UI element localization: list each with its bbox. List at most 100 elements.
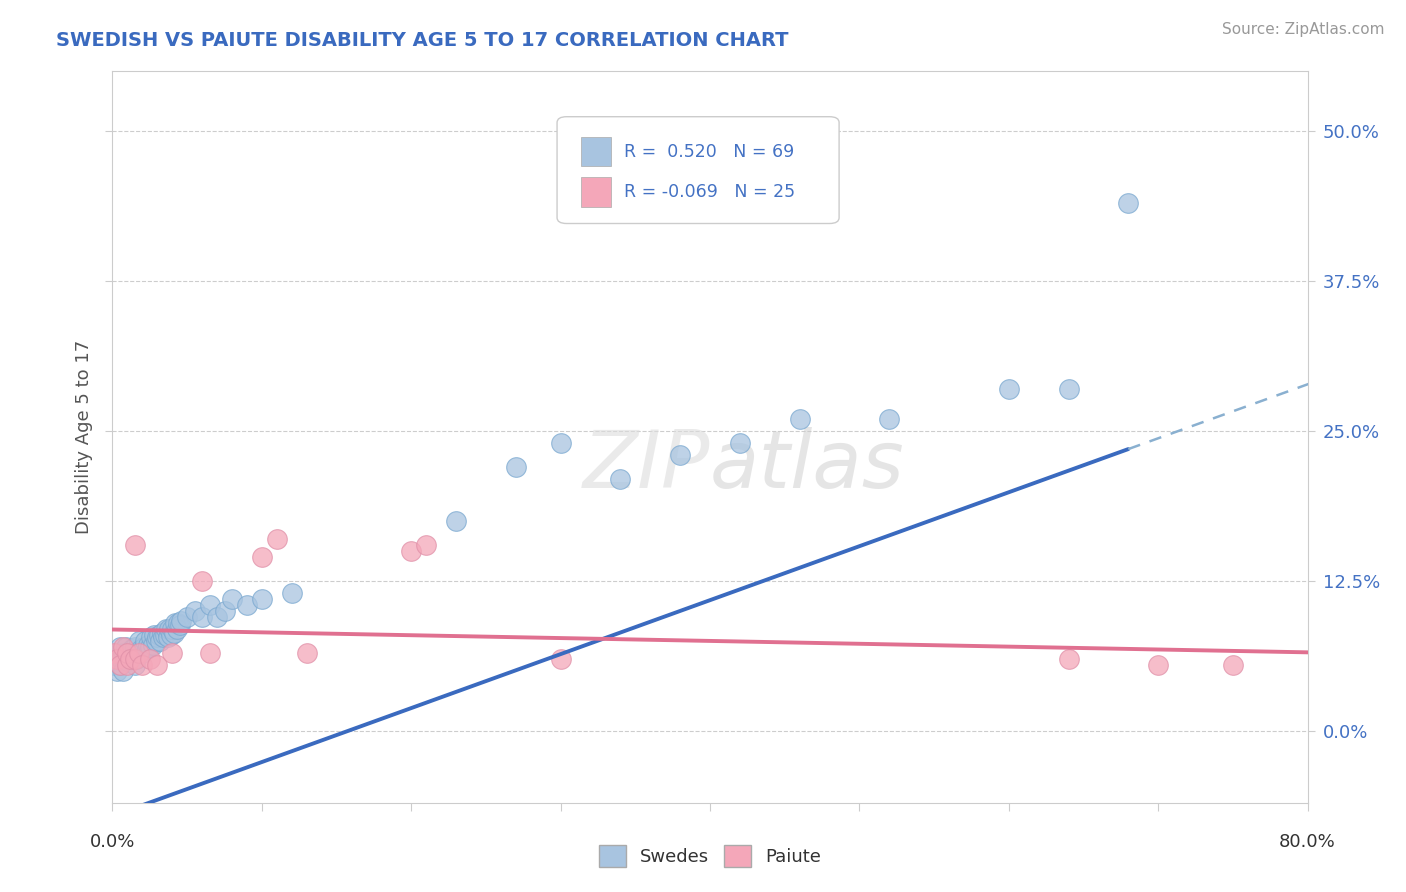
Text: 80.0%: 80.0% <box>1279 833 1336 851</box>
Point <box>609 472 631 486</box>
Point <box>128 634 150 648</box>
Point <box>131 657 153 672</box>
FancyBboxPatch shape <box>581 178 610 207</box>
Point <box>132 640 155 654</box>
Point <box>153 628 176 642</box>
Point <box>108 640 131 654</box>
Point <box>124 538 146 552</box>
Point <box>146 657 169 672</box>
Point <box>120 652 142 666</box>
Point <box>170 614 193 628</box>
Point <box>122 649 145 664</box>
Point <box>124 652 146 666</box>
Point <box>169 618 191 632</box>
Point <box>149 634 172 648</box>
Point <box>107 646 129 660</box>
Point <box>1147 657 1170 672</box>
Point <box>163 625 186 640</box>
Point <box>103 646 125 660</box>
Point <box>152 630 174 644</box>
Point <box>141 630 163 644</box>
Point <box>221 591 243 606</box>
Point <box>129 642 152 657</box>
Point <box>281 586 304 600</box>
Point <box>108 657 131 672</box>
Point <box>128 646 150 660</box>
Point <box>105 664 128 678</box>
Point <box>214 604 236 618</box>
Point <box>401 544 423 558</box>
Point <box>162 646 183 660</box>
Point <box>165 615 187 630</box>
Point <box>191 610 214 624</box>
Point <box>505 460 527 475</box>
Point <box>415 538 437 552</box>
Point <box>183 604 205 618</box>
Point <box>550 436 572 450</box>
Point <box>789 412 811 426</box>
Point <box>146 630 169 644</box>
Point <box>166 622 188 636</box>
Point <box>145 634 167 648</box>
Text: Source: ZipAtlas.com: Source: ZipAtlas.com <box>1222 22 1385 37</box>
Point <box>110 652 132 666</box>
Point <box>1057 652 1080 666</box>
Point <box>117 657 139 672</box>
Y-axis label: Disability Age 5 to 17: Disability Age 5 to 17 <box>75 340 93 534</box>
Point <box>117 646 139 660</box>
Point <box>155 622 177 636</box>
Point <box>138 638 160 652</box>
Point <box>191 574 214 588</box>
Point <box>167 615 190 630</box>
Point <box>295 646 318 660</box>
Point <box>176 610 198 624</box>
Point <box>156 630 179 644</box>
FancyBboxPatch shape <box>581 137 610 167</box>
Point <box>728 436 751 450</box>
Point <box>148 628 170 642</box>
Point <box>114 646 135 660</box>
Point <box>134 634 156 648</box>
Point <box>127 646 149 660</box>
Point <box>250 549 273 564</box>
Point <box>125 652 148 666</box>
Point <box>135 642 157 657</box>
Point <box>104 652 127 666</box>
Point <box>117 654 139 668</box>
Point <box>444 514 467 528</box>
Point <box>162 622 183 636</box>
Text: ZIP: ZIP <box>582 427 710 506</box>
Point <box>205 610 228 624</box>
Point <box>124 657 146 672</box>
Text: R = -0.069   N = 25: R = -0.069 N = 25 <box>624 183 796 201</box>
Point <box>879 412 901 426</box>
Point <box>118 646 141 660</box>
Point <box>121 642 143 657</box>
Point <box>550 652 572 666</box>
Text: R =  0.520   N = 69: R = 0.520 N = 69 <box>624 143 794 161</box>
Point <box>142 638 165 652</box>
Point <box>120 652 142 666</box>
Point <box>1057 382 1080 396</box>
Point <box>103 657 125 672</box>
Point <box>108 657 131 672</box>
Point <box>143 628 166 642</box>
Point <box>159 628 181 642</box>
Point <box>198 598 221 612</box>
Point <box>236 598 259 612</box>
Point <box>139 640 162 654</box>
Point <box>198 646 221 660</box>
Point <box>139 652 162 666</box>
Point <box>150 625 173 640</box>
Legend: Swedes, Paiute: Swedes, Paiute <box>592 838 828 874</box>
Text: atlas: atlas <box>710 427 905 506</box>
Point <box>124 640 146 654</box>
Text: 0.0%: 0.0% <box>90 833 135 851</box>
Point <box>998 382 1021 396</box>
Point <box>131 646 153 660</box>
Point <box>111 664 134 678</box>
Point <box>1222 657 1244 672</box>
Point <box>157 622 180 636</box>
Text: SWEDISH VS PAIUTE DISABILITY AGE 5 TO 17 CORRELATION CHART: SWEDISH VS PAIUTE DISABILITY AGE 5 TO 17… <box>56 31 789 50</box>
Point <box>105 652 128 666</box>
